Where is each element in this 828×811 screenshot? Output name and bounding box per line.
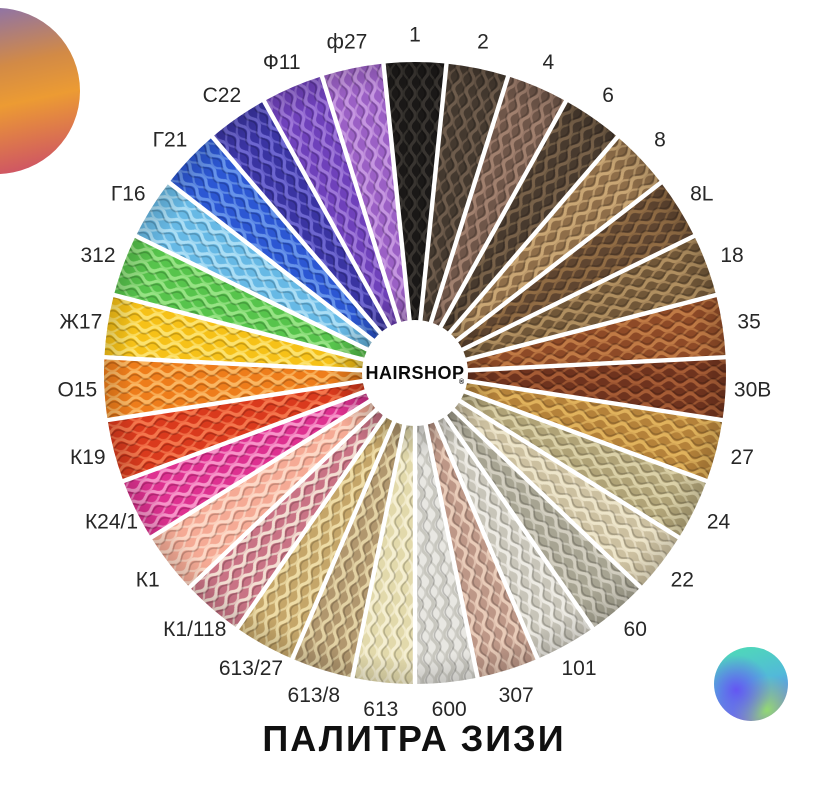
segment-divider — [165, 179, 380, 347]
segment-label-101: 101 — [561, 657, 596, 680]
segment-divider — [457, 386, 711, 485]
segment-label-1: 1 — [409, 24, 421, 47]
segment-divider — [289, 414, 399, 663]
center-logo-text: HAIRSHOP — [365, 363, 464, 383]
segment-divider — [426, 72, 512, 330]
segment-divider — [458, 292, 720, 364]
segment-label-К1: К1 — [136, 568, 160, 591]
segment-divider — [318, 72, 404, 330]
segment-label-Ф11: Ф11 — [263, 51, 301, 74]
page-title: ПАЛИТРА ЗИЗИ — [262, 718, 566, 759]
segment-divider — [147, 395, 378, 541]
segment-divider — [422, 417, 481, 682]
segment-label-Г21: Г21 — [153, 129, 188, 152]
segment-label-Ж17: Ж17 — [60, 310, 103, 333]
segment-label-К19: К19 — [70, 446, 106, 469]
segment-divider — [439, 409, 597, 632]
segment-divider — [119, 386, 373, 485]
segment-divider — [450, 179, 665, 347]
segment-label-8: 8 — [654, 129, 666, 152]
segment-divider — [104, 377, 370, 423]
segment-label-24: 24 — [707, 510, 731, 533]
segment-labels: 1 24688L183530B27242260101307600613613/86… — [58, 24, 772, 721]
segment-label-К1/118: К1/118 — [163, 618, 226, 641]
segment-label-18: 18 — [720, 244, 743, 267]
segment-divider — [260, 97, 395, 334]
segment-divider — [417, 60, 449, 328]
segment-label-60: 60 — [624, 618, 647, 641]
segment-label-30B: 30B — [734, 379, 771, 402]
segment-label-Г16: Г16 — [111, 183, 146, 206]
gradient-ball-bottom-right — [714, 647, 788, 721]
segment-divider — [185, 403, 384, 591]
center-logo-trademark: ® — [459, 378, 465, 386]
segment-label-307: 307 — [499, 684, 534, 707]
segment-label-О15: О15 — [58, 379, 98, 402]
segment-label-8L: 8L — [690, 183, 713, 206]
segment-divider — [349, 417, 408, 682]
segment-label-613/27: 613/27 — [219, 657, 283, 680]
segment-label-К24/1: К24/1 — [85, 510, 138, 533]
segment-divider — [455, 232, 698, 355]
segment-divider — [110, 292, 372, 364]
segment-label-312: 312 — [80, 244, 115, 267]
segment-divider — [208, 133, 387, 340]
segment-label-4: 4 — [542, 51, 554, 74]
segment-label-ф27: ф27 — [327, 30, 368, 53]
segment-label-22: 22 — [671, 568, 694, 591]
segment-label-35: 35 — [737, 310, 760, 333]
segment-label-2: 2 — [477, 30, 489, 53]
center-circle — [362, 320, 468, 426]
segment-divider — [101, 354, 370, 373]
segment-divider — [381, 60, 413, 328]
segment-dividers — [101, 60, 729, 687]
segment-divider — [443, 133, 622, 340]
segment-divider — [435, 97, 570, 334]
segment-label-613/8: 613/8 — [288, 684, 341, 707]
segment-divider — [431, 414, 541, 663]
segment-divider — [452, 395, 683, 541]
segment-label-613: 613 — [363, 698, 398, 721]
segment-label-С22: С22 — [203, 84, 242, 107]
segment-divider — [233, 409, 391, 632]
segment-divider — [446, 403, 645, 591]
segment-divider — [460, 377, 726, 423]
segment-label-27: 27 — [731, 446, 754, 469]
segment-divider — [132, 232, 375, 355]
segment-label-6: 6 — [602, 84, 614, 107]
segment-divider — [460, 354, 729, 373]
segment-label-600: 600 — [432, 698, 467, 721]
